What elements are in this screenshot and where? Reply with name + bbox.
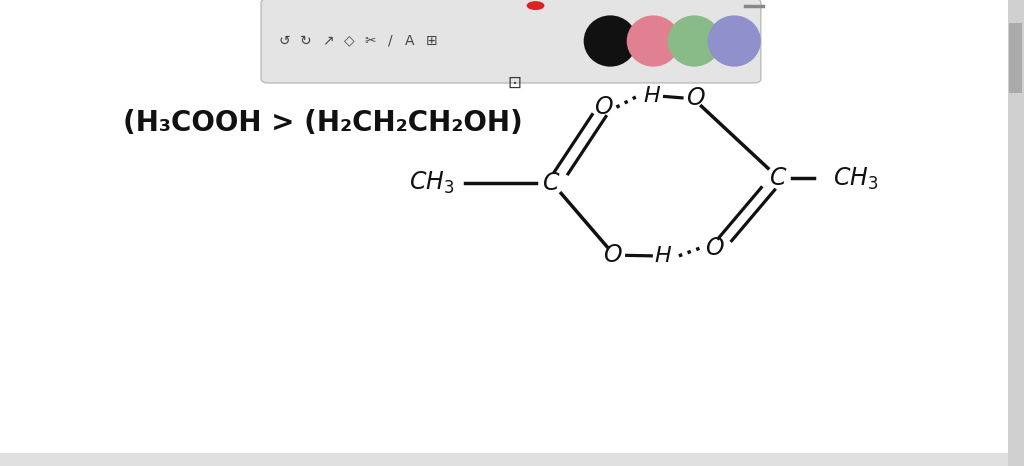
FancyBboxPatch shape xyxy=(261,0,761,83)
Ellipse shape xyxy=(627,15,680,67)
Bar xyxy=(1008,0,1024,466)
Text: (H₃COOH > (H₂CH₂CH₂OH): (H₃COOH > (H₂CH₂CH₂OH) xyxy=(123,110,522,137)
Ellipse shape xyxy=(668,15,721,67)
Text: $H$: $H$ xyxy=(643,87,662,106)
Text: $H$: $H$ xyxy=(654,246,673,266)
Circle shape xyxy=(527,2,544,9)
Text: ↺: ↺ xyxy=(279,34,291,48)
Text: ⊡: ⊡ xyxy=(507,74,521,92)
Text: ↻: ↻ xyxy=(300,34,312,48)
Bar xyxy=(0,453,1008,466)
Bar xyxy=(1009,23,1022,93)
Ellipse shape xyxy=(584,15,637,67)
Text: $C$: $C$ xyxy=(769,166,787,191)
Text: $O$: $O$ xyxy=(686,86,707,110)
Text: ↗: ↗ xyxy=(322,34,334,48)
Text: /: / xyxy=(388,34,392,48)
Text: ✂: ✂ xyxy=(365,34,377,48)
Text: $C$: $C$ xyxy=(542,171,560,195)
Text: ◇: ◇ xyxy=(344,34,354,48)
Text: $CH_3$: $CH_3$ xyxy=(410,170,455,196)
Ellipse shape xyxy=(708,15,761,67)
Text: A: A xyxy=(404,34,415,48)
Text: $O$: $O$ xyxy=(602,243,623,267)
Text: $CH_3$: $CH_3$ xyxy=(834,165,879,192)
Text: $O$: $O$ xyxy=(705,236,725,260)
Text: $O$: $O$ xyxy=(594,95,614,119)
Text: ⊞: ⊞ xyxy=(425,34,437,48)
